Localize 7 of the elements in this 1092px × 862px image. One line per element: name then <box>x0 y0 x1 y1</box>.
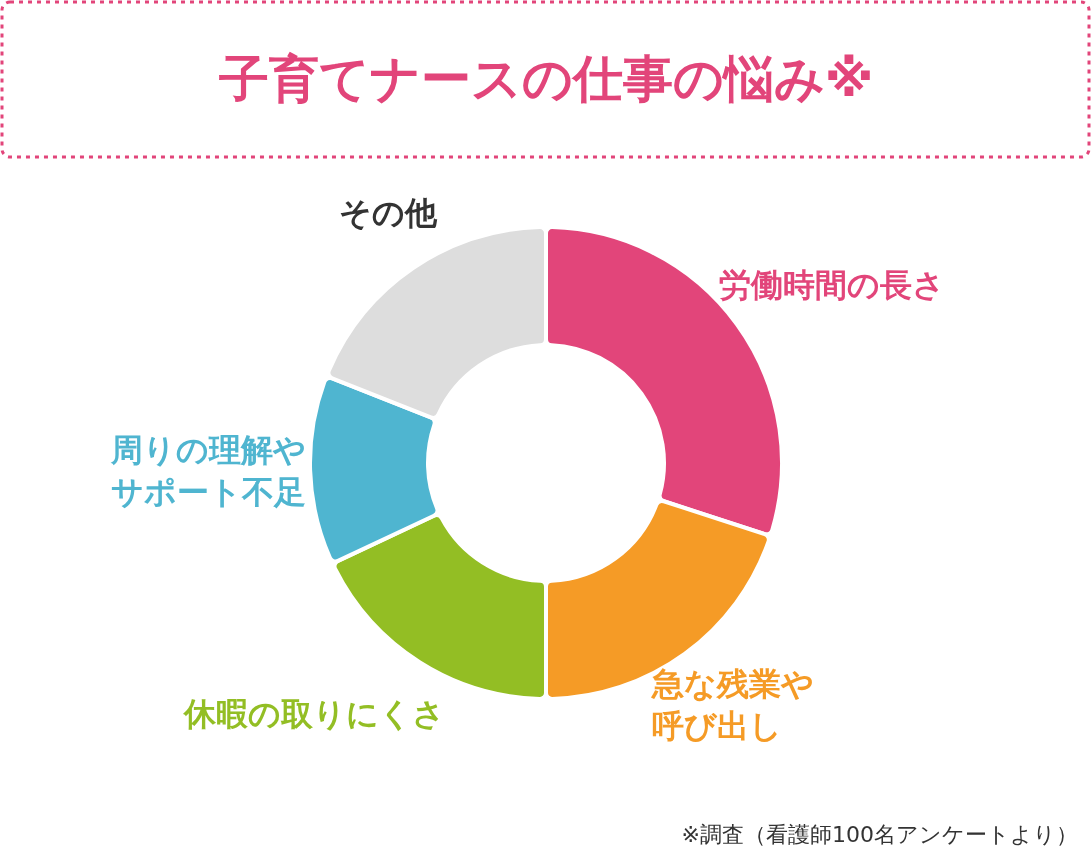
slice-label: 労働時間の長さ <box>718 265 945 304</box>
slice-label: 休暇の取りにくさ <box>183 695 446 734</box>
slice-label: 急な残業や呼び出し <box>650 664 815 745</box>
slice-label: その他 <box>339 193 439 232</box>
chart-title: 子育てナースの仕事の悩み※ <box>217 49 874 108</box>
text: ※調査（看護師100名アンケートより） <box>681 822 1078 847</box>
slice-label: 周りの理解やサポート不足 <box>110 431 307 512</box>
